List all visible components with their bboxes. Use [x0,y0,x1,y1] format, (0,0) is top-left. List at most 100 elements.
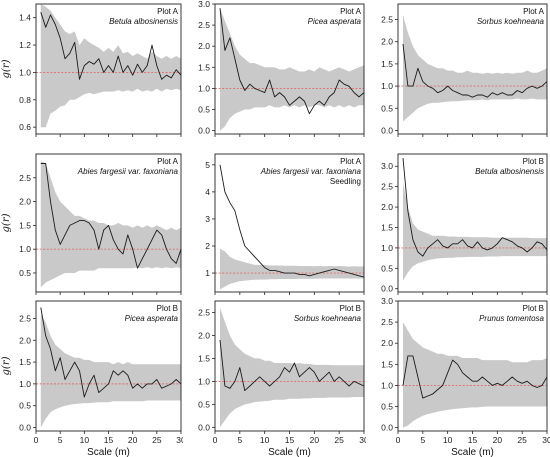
y-tick-label: 1.0 [198,83,210,93]
y-tick-label: 2.0 [198,330,210,340]
y-tick-label: 1.0 [19,67,31,77]
x-axis-label: Scale (m) [87,447,130,457]
y-tick-label: 3.0 [381,297,393,306]
y-tick-label: 5 [205,160,210,170]
y-tick-label: 1.5 [19,357,31,367]
y-tick-label: 2.5 [198,307,210,317]
species-label: Sorbus koehneana [294,314,362,323]
y-tick-label: 1.5 [198,353,210,363]
y-tick-label: 2.5 [381,317,393,327]
y-tick-label: 3.0 [198,0,210,9]
y-tick-label: 0.0 [381,284,393,294]
y-tick-label: 1 [205,268,210,278]
simulation-envelope [40,4,181,128]
species-label: Picea asperata [125,314,179,323]
x-tick-label: 10 [80,435,90,445]
y-tick-label: 0.8 [19,95,31,105]
x-tick-label: 15 [285,435,295,445]
y-tick-label: 2.5 [381,15,393,25]
plot-label: Plot B [340,304,361,313]
chart-panel-7: 0.0 0.5 1.0 1.5 2.0 2.5 0 5 10 15 20 25 30 Plot BPice… [1,300,183,457]
x-tick-label: 15 [104,435,114,445]
simulation-envelope [40,314,181,428]
plot-label: Plot B [523,304,544,313]
y-tick-label: 0.5 [381,263,393,273]
simulation-envelope [220,8,364,131]
simulation-envelope [403,322,547,428]
y-tick-label: 2.5 [198,20,210,30]
x-tick-label: 10 [443,435,453,445]
x-tick-label: 0 [34,435,39,445]
species-label: Sorbus koehneana [477,17,545,26]
plot-label: Plot A [157,157,179,166]
plot-label: Plot A [340,157,362,166]
y-tick-label: 2.5 [381,182,393,192]
y-axis-label: g(r) [1,356,12,375]
y-tick-label: 2.0 [19,335,31,345]
y-tick-label: 1.0 [198,376,210,386]
simulation-envelope [40,161,181,288]
x-tick-label: 5 [237,435,242,445]
x-tick-label: 0 [213,435,218,445]
y-tick-label: 2.5 [19,173,31,183]
y-tick-label: 2.0 [19,197,31,207]
y-tick-label: 2 [205,241,210,251]
y-tick-label: 0.5 [381,103,393,113]
y-tick-label: 1.4 [19,13,31,23]
x-axis-label: Scale (m) [451,447,494,457]
species-label: Betula albosinensis [475,167,544,176]
plot-label: Plot B [523,157,544,166]
x-tick-label: 20 [128,435,138,445]
x-tick-label: 25 [517,435,527,445]
simulation-envelope [403,15,547,122]
y-tick-label: 0.5 [198,399,210,409]
y-tick-label: 1.0 [19,379,31,389]
y-tick-label: 2.0 [381,338,393,348]
y-tick-label: 1.5 [381,359,393,369]
x-tick-label: 20 [310,435,320,445]
plot-label: Plot A [523,7,545,16]
y-tick-label: 0.5 [19,268,31,278]
y-tick-label: 2.0 [198,41,210,51]
y-tick-label: 1.0 [381,81,393,91]
y-tick-label: 1.5 [19,220,31,230]
gr-line [219,164,365,278]
y-tick-label: 2.0 [381,202,393,212]
plot-label: Plot A [157,7,179,16]
plot-label: Plot A [340,7,362,16]
y-tick-label: 1.0 [19,244,31,254]
stage-label: Seedling [330,177,361,186]
gr-line [402,158,548,257]
gr-line [219,8,365,115]
gr-line [219,339,365,392]
gr-line [40,12,182,80]
species-label: Abies fargesii var. faxoniana [77,167,179,176]
gr-line [40,307,182,398]
species-label: Abies fargesii var. faxoniana [260,167,362,176]
x-tick-label: 30 [359,435,366,445]
chart-panel-9: 0.0 0.5 1.0 1.5 2.0 2.5 3.0 0 5 10 15 20 25 30 Plot BP… [381,297,550,457]
chart-panel-8: 0.0 0.5 1.0 1.5 2.0 2.5 0 5 10 15 20 25 30 Plot BSorb… [198,300,366,457]
y-tick-label: 0.5 [19,401,31,411]
x-tick-label: 30 [542,435,550,445]
x-tick-label: 20 [493,435,503,445]
y-tick-label: 0.0 [381,125,393,135]
species-label: Picea asperata [308,17,362,26]
y-tick-label: 0.5 [198,105,210,115]
simulation-envelope [403,182,547,281]
simulation-envelope [220,248,364,290]
y-axis-label: g(r) [1,213,12,232]
y-tick-label: 3.0 [381,161,393,171]
y-tick-label: 0.6 [19,122,31,132]
x-tick-label: 0 [396,435,401,445]
y-tick-label: 0.0 [19,423,31,433]
y-tick-label: 1.2 [19,40,31,50]
y-tick-label: 2.5 [19,313,31,323]
x-tick-label: 30 [176,435,183,445]
